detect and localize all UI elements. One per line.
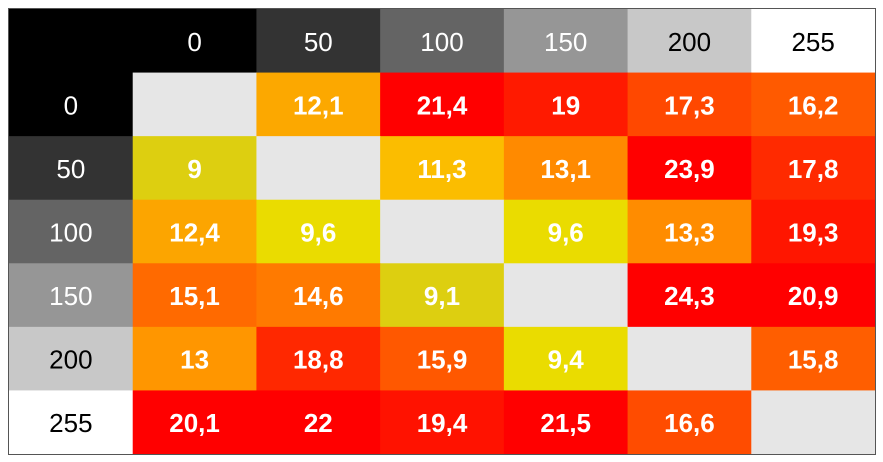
heatmap-cell <box>627 326 752 391</box>
heatmap-cell <box>627 390 752 454</box>
column-header-cell <box>503 9 629 74</box>
heatmap-cell-value: 9,1 <box>424 281 460 311</box>
column-header-label: 0 <box>187 27 201 57</box>
heatmap-cell-value: 17,3 <box>664 90 715 120</box>
row-header-cell <box>9 390 134 454</box>
heatmap-chart: 0 50 100 150 200 255 0 12,1 21,4 19 17,3 16,2 50 9 11,… <box>8 8 876 455</box>
heatmap-cell <box>503 72 629 137</box>
heatmap-cell-value: 14,6 <box>293 281 344 311</box>
heatmap-cell-value: 16,2 <box>788 90 839 120</box>
heatmap-cell <box>751 390 875 454</box>
heatmap-cell <box>132 72 257 137</box>
column-header-label: 100 <box>420 27 463 57</box>
heatmap-cell <box>380 326 505 391</box>
heatmap-cell-value: 9,6 <box>548 218 584 248</box>
heatmap-cell-value: 20,9 <box>788 281 839 311</box>
heatmap-cell-value: 9,4 <box>548 345 585 375</box>
corner-cell <box>9 9 134 74</box>
heatmap-cell <box>627 263 752 328</box>
column-header-cell <box>256 9 381 74</box>
heatmap-cell <box>256 199 381 264</box>
heatmap-cell-value: 18,8 <box>293 345 344 375</box>
heatmap-cell <box>256 136 381 201</box>
heatmap-cell <box>380 390 505 454</box>
heatmap-cell <box>751 326 875 391</box>
heatmap-cell <box>132 390 257 454</box>
heatmap-cell <box>256 263 381 328</box>
heatmap-cell <box>256 72 381 137</box>
heatmap-cell-value: 13,1 <box>540 154 591 184</box>
row-header-cell <box>9 136 134 201</box>
heatmap-cell <box>132 326 257 391</box>
heatmap-cell <box>132 199 257 264</box>
heatmap-cell-value: 9 <box>187 154 201 184</box>
heatmap-cell <box>503 136 629 201</box>
row-header-label: 150 <box>49 281 92 311</box>
row-header-label: 0 <box>64 90 78 120</box>
heatmap-cell <box>751 136 875 201</box>
heatmap-cell-value: 19 <box>551 90 580 120</box>
row-header-cell <box>9 199 134 264</box>
heatmap-cell-value: 23,9 <box>664 154 715 184</box>
heatmap-cell-value: 24,3 <box>664 281 715 311</box>
heatmap-cell-value: 15,8 <box>788 345 839 375</box>
column-header-cell <box>132 9 257 74</box>
heatmap-cell <box>627 72 752 137</box>
heatmap-svg: 0 50 100 150 200 255 0 12,1 21,4 19 17,3 16,2 50 9 11,… <box>9 9 875 454</box>
heatmap-cell <box>256 326 381 391</box>
heatmap-cell <box>380 263 505 328</box>
heatmap-cell <box>132 263 257 328</box>
heatmap-cell-value: 9,6 <box>300 218 336 248</box>
heatmap-cell-value: 15,1 <box>169 281 220 311</box>
heatmap-cell <box>256 390 381 454</box>
heatmap-cell <box>627 136 752 201</box>
column-header-label: 255 <box>791 27 834 57</box>
row-header-label: 200 <box>49 345 92 375</box>
heatmap-cell <box>503 390 629 454</box>
row-header-cell <box>9 263 134 328</box>
heatmap-cell <box>627 199 752 264</box>
heatmap-cell <box>503 199 629 264</box>
heatmap-cell-value: 19,3 <box>788 218 839 248</box>
heatmap-cell-value: 16,6 <box>664 408 715 438</box>
column-header-label: 150 <box>544 27 587 57</box>
column-header-label: 200 <box>668 27 711 57</box>
row-header-cell <box>9 326 134 391</box>
heatmap-cell-value: 12,4 <box>169 218 220 248</box>
heatmap-cell <box>751 263 875 328</box>
heatmap-cell <box>380 136 505 201</box>
heatmap-cell <box>751 72 875 137</box>
row-header-label: 50 <box>56 154 85 184</box>
row-header-cell <box>9 72 134 137</box>
heatmap-cell <box>380 199 505 264</box>
heatmap-cell <box>380 72 505 137</box>
row-header-label: 255 <box>49 408 92 438</box>
heatmap-cell <box>503 326 629 391</box>
heatmap-cell-value: 17,8 <box>788 154 839 184</box>
heatmap-cell-value: 13,3 <box>664 218 715 248</box>
heatmap-cell-value: 21,4 <box>417 90 468 120</box>
heatmap-cell <box>751 199 875 264</box>
heatmap-cell-value: 15,9 <box>417 345 468 375</box>
column-header-cell <box>380 9 505 74</box>
heatmap-cell-value: 13 <box>180 345 209 375</box>
column-header-cell <box>627 9 752 74</box>
heatmap-cell-value: 12,1 <box>293 90 344 120</box>
column-header-cell <box>751 9 875 74</box>
column-header-label: 50 <box>304 27 333 57</box>
heatmap-cell-value: 21,5 <box>540 408 591 438</box>
heatmap-cell-value: 19,4 <box>417 408 468 438</box>
heatmap-cell-value: 20,1 <box>169 408 220 438</box>
heatmap-cell-value: 22 <box>304 408 333 438</box>
row-header-label: 100 <box>49 218 92 248</box>
heatmap-cell-value: 11,3 <box>417 154 466 184</box>
heatmap-cell <box>132 136 257 201</box>
heatmap-cell <box>503 263 629 328</box>
